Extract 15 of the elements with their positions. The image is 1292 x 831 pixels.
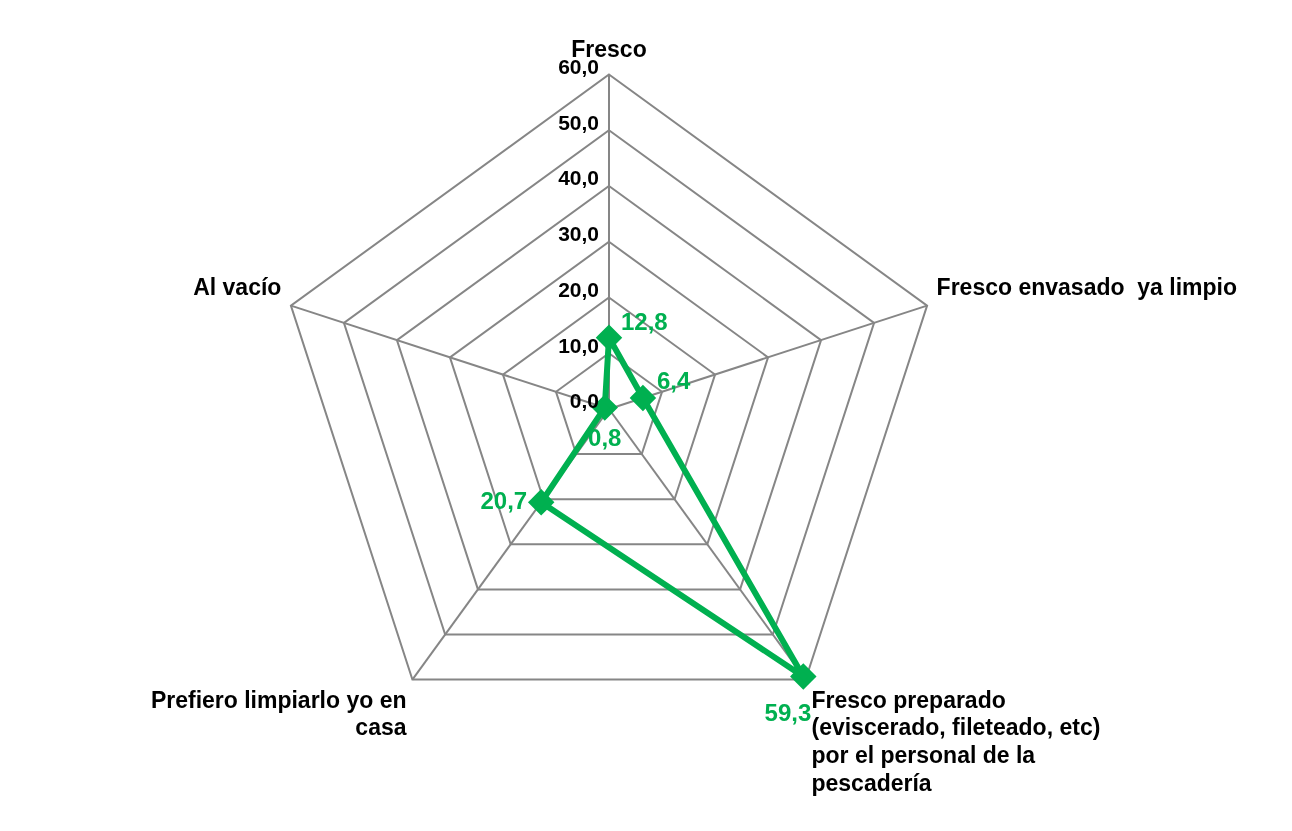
data-label: 20,7: [480, 486, 528, 514]
y-tick-label: 20,0: [558, 277, 599, 301]
spoke-label: Prefiero limpiarlo yo en casa: [150, 686, 407, 741]
data-label: 59,3: [764, 699, 812, 727]
y-tick-label: 0,0: [569, 389, 599, 413]
data-label: 0,8: [588, 424, 622, 452]
y-tick-label: 10,0: [558, 333, 599, 357]
spoke-label: Fresco envasado ya limpio: [936, 274, 1238, 301]
data-label: 12,8: [621, 308, 668, 336]
y-tick-label: 40,0: [558, 166, 599, 190]
data-label: 6,4: [656, 366, 691, 394]
y-tick-label: 50,0: [558, 110, 599, 134]
spoke-label: Fresco preparado (eviscerado, fileteado, etc) por el personal de la pescadería: [811, 686, 1101, 796]
y-tick-label: 30,0: [558, 222, 599, 246]
spoke-label: Al vacío: [193, 274, 282, 301]
